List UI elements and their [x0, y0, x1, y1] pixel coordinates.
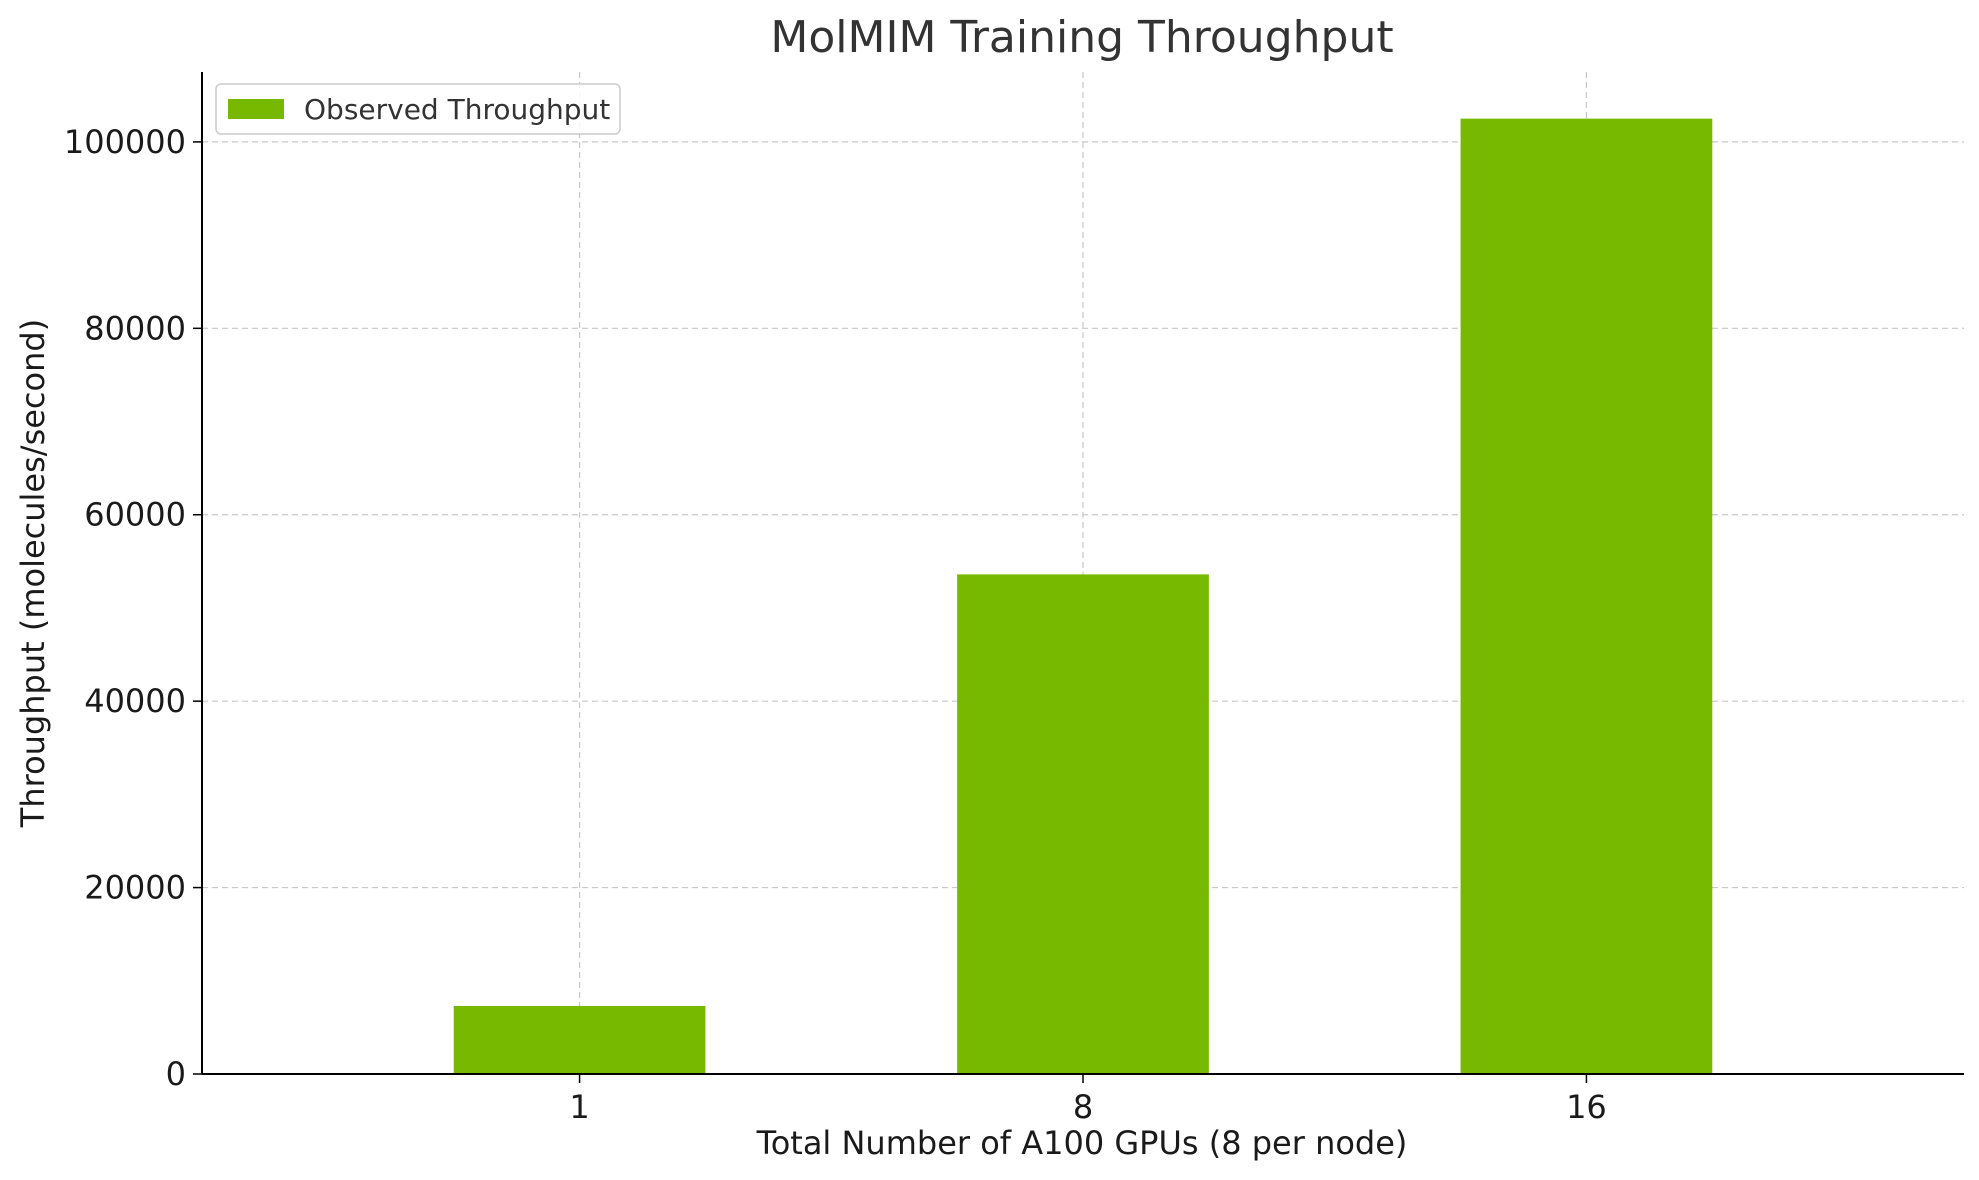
legend-swatch: [228, 99, 284, 119]
legend: Observed Throughput: [215, 83, 621, 135]
y-tick-label: 100000: [64, 123, 186, 161]
legend-label: Observed Throughput: [304, 93, 610, 126]
legend-frame: [215, 83, 621, 135]
y-tick-label: 40000: [84, 682, 186, 720]
bars: [453, 118, 1713, 1074]
x-tick-label: 16: [1566, 1088, 1607, 1126]
bar: [957, 574, 1209, 1074]
y-tick-label: 0: [166, 1055, 186, 1093]
bar: [453, 1005, 706, 1074]
x-ticks: 1 8 16: [569, 1074, 1607, 1126]
y-ticks: 0 20000 40000 60000 80000 100000: [64, 123, 202, 1093]
y-tick-label: 80000: [84, 309, 186, 347]
x-tick-label: 8: [1073, 1088, 1093, 1126]
chart-title: MolMIM Training Throughput: [770, 12, 1393, 63]
y-tick-label: 20000: [84, 869, 186, 907]
bar: [1460, 118, 1713, 1074]
x-axis-label: Total Number of A100 GPUs (8 per node): [756, 1124, 1408, 1162]
x-tick-label: 1: [569, 1088, 589, 1126]
y-axis-label: Throughput (molecules/second): [14, 319, 52, 828]
y-tick-label: 60000: [84, 496, 186, 534]
